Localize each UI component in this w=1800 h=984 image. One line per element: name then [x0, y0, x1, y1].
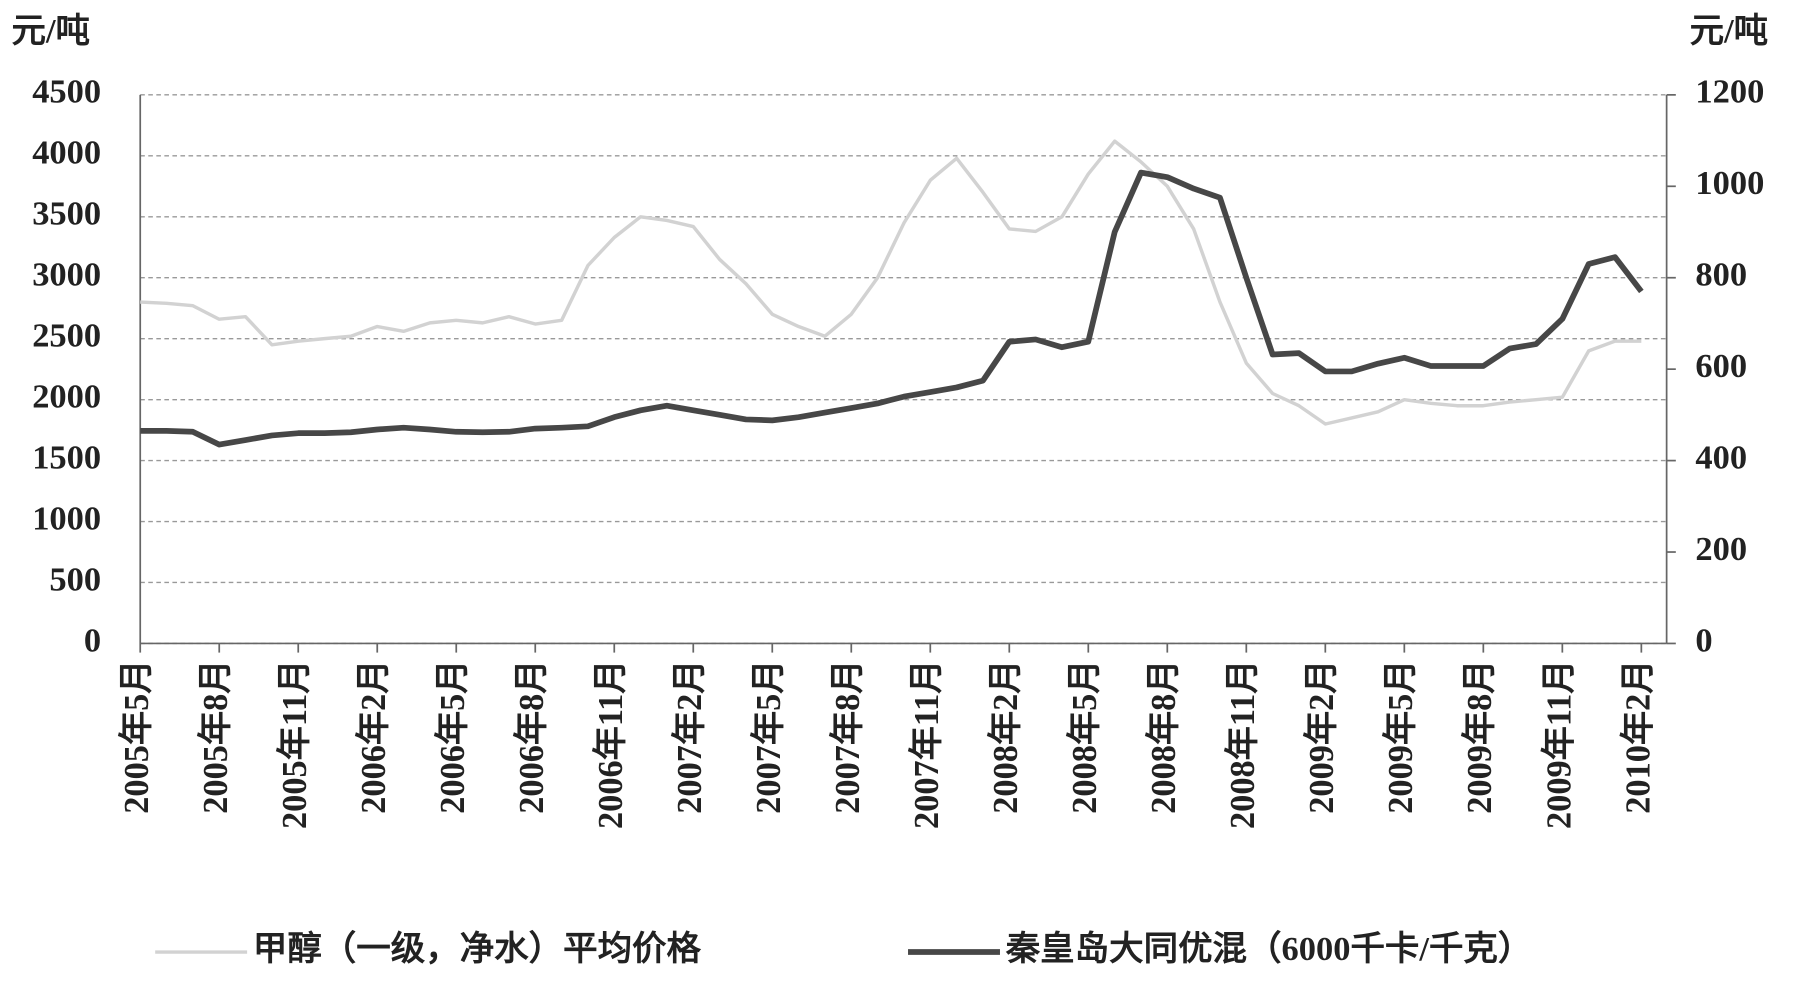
- y2-tick-label: 200: [1695, 530, 1747, 568]
- x-tick-label: 2006年2月: [355, 659, 393, 813]
- y-tick-label: 3500: [32, 195, 101, 233]
- x-tick-label: 2007年11月: [908, 659, 946, 829]
- x-tick-label: 2005年11月: [276, 659, 314, 829]
- x-tick-label: 2008年8月: [1145, 659, 1183, 813]
- x-tick-label: 2008年2月: [987, 659, 1025, 813]
- y2-tick-label: 0: [1695, 621, 1712, 659]
- x-tick-label: 2009年2月: [1303, 659, 1341, 813]
- x-tick-label: 2005年5月: [118, 659, 156, 813]
- y2-tick-label: 1000: [1695, 164, 1764, 202]
- y-tick-label: 500: [49, 560, 101, 598]
- y-tick-label: 4500: [32, 73, 101, 111]
- y-tick-label: 3000: [32, 256, 101, 294]
- x-tick-label: 2006年5月: [434, 659, 472, 813]
- series-line: [140, 139, 1642, 426]
- y-tick-label: 2500: [32, 317, 101, 355]
- x-tick-label: 2009年11月: [1540, 659, 1578, 829]
- x-tick-label: 2006年11月: [592, 659, 630, 829]
- y-tick-label: 1500: [32, 439, 101, 477]
- plot: 元/吨 元/吨 05001000150020002500300035004000…: [11, 12, 1768, 968]
- legend-label: 秦皇岛大同优混（6000千卡/千克）: [1005, 929, 1533, 968]
- y2-tick-label: 400: [1695, 439, 1747, 477]
- y-tick-label: 1000: [32, 499, 101, 537]
- x-tick-label: 2010年2月: [1619, 659, 1657, 813]
- x-tick-label: 2007年8月: [829, 659, 867, 813]
- y2-tick-label: 800: [1695, 256, 1747, 294]
- y2-tick-label: 1200: [1695, 73, 1764, 111]
- x-tick-label: 2008年5月: [1066, 659, 1104, 813]
- y-axis-label: 元/吨: [11, 12, 90, 50]
- series-line: [140, 169, 1644, 448]
- y2-axis-label: 元/吨: [1690, 12, 1769, 50]
- x-tick-label: 2005年8月: [197, 659, 235, 813]
- x-tick-label: 2009年5月: [1382, 659, 1420, 813]
- x-tick-label: 2007年2月: [671, 659, 709, 813]
- x-tick-label: 2008年11月: [1224, 659, 1262, 829]
- legend-label: 甲醇（一级，净水）平均价格: [253, 929, 702, 968]
- y2-tick-label: 600: [1695, 347, 1747, 385]
- x-tick-label: 2006年8月: [513, 659, 551, 813]
- x-tick-label: 2007年5月: [750, 659, 788, 813]
- y-tick-label: 2000: [32, 378, 101, 416]
- y-tick-label: 0: [84, 621, 101, 659]
- y-tick-label: 4000: [32, 134, 101, 172]
- x-tick-label: 2009年8月: [1461, 659, 1499, 813]
